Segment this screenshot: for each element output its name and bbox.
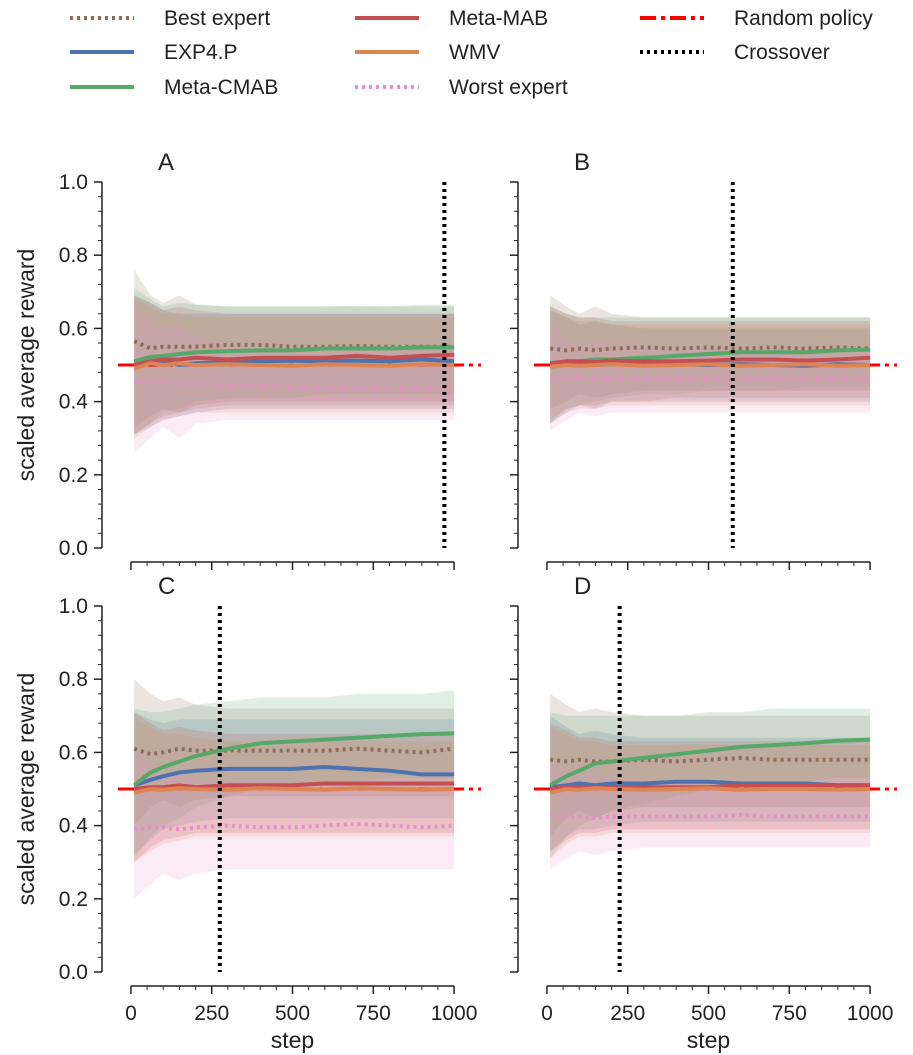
line-best [133, 746, 455, 757]
line-metamab [549, 355, 871, 366]
x-tick-label: 0 [541, 1002, 553, 1025]
x-tick-label: 500 [275, 1002, 310, 1025]
y-tick-label: 0.2 [59, 888, 88, 911]
line-worst [133, 821, 455, 832]
line-worst [134, 379, 455, 389]
y-tick-label: 0.8 [59, 244, 88, 267]
line-metacmab [132, 731, 455, 787]
y-axis-title: scaled average reward [13, 249, 39, 482]
x-tick-label: 750 [772, 1002, 807, 1025]
line-best [549, 345, 871, 353]
panel-c: 0.0 0.2 0.4 0.6 0.8 1.0 0 250 500 750 1000 Cscaled … [13, 573, 481, 1053]
band-best [550, 693, 871, 837]
line-worst [549, 812, 871, 821]
band-wmv [134, 299, 455, 439]
x-tick-label: 1000 [847, 1002, 894, 1025]
legend-label-metacmab: Meta-CMAB [164, 76, 278, 99]
y-tick-label: 1.0 [59, 171, 88, 194]
legend-label-metamab: Meta-MAB [449, 7, 548, 30]
y-tick-label: 0.4 [59, 391, 89, 414]
line-wmv [549, 786, 871, 795]
y-tick-label: 0.0 [59, 537, 88, 560]
line-wmv [133, 786, 455, 795]
y-tick-label: 0.6 [59, 317, 88, 340]
y-tick-label: 0.4 [59, 815, 89, 838]
legend-label-random: Random policy [734, 7, 873, 30]
line-metacmab [549, 737, 871, 788]
x-tick-label: 250 [194, 1002, 229, 1025]
legend-label-worst: Worst expert [449, 76, 568, 99]
line-best [549, 755, 871, 764]
y-tick-label: 1.0 [59, 595, 88, 618]
y-tick-label: 0.2 [59, 464, 88, 487]
x-tick-label: 0 [125, 1002, 137, 1025]
panel-letter: D [574, 573, 591, 600]
line-metacmab [133, 345, 455, 364]
line-exp4p [133, 765, 455, 788]
band-metacmab [134, 690, 455, 859]
legend-label-exp4p: EXP4.P [164, 41, 238, 64]
y-axis-title: scaled average reward [13, 673, 39, 906]
x-tick-label: 1000 [431, 1002, 478, 1025]
panel-letter: C [158, 573, 175, 600]
legend-label-crossover: Crossover [734, 41, 830, 64]
y-tick-label: 0.8 [59, 668, 88, 691]
line-metamab [133, 781, 455, 791]
line-worst [549, 375, 871, 382]
panel-b: B [510, 149, 897, 570]
line-best [133, 339, 455, 351]
x-tick-label: 250 [610, 1002, 645, 1025]
x-axis-title: step [687, 1027, 730, 1053]
line-wmv [549, 362, 871, 369]
x-axis-title: step [271, 1027, 314, 1053]
panel-letter: A [158, 149, 174, 176]
line-wmv [133, 361, 455, 371]
x-tick-label: 750 [356, 1002, 391, 1025]
legend: Best expert EXP4.P Meta-CMAB Meta-MAB WMV Wor… [70, 7, 873, 99]
x-tick-label: 500 [691, 1002, 726, 1025]
line-metamab [133, 352, 455, 367]
band-worst [134, 306, 455, 453]
legend-label-wmv: WMV [449, 41, 500, 64]
panel-letter: B [574, 149, 590, 176]
legend-label-best: Best expert [164, 7, 270, 30]
y-tick-label: 0.0 [59, 961, 88, 984]
y-tick-label: 0.6 [59, 741, 88, 764]
